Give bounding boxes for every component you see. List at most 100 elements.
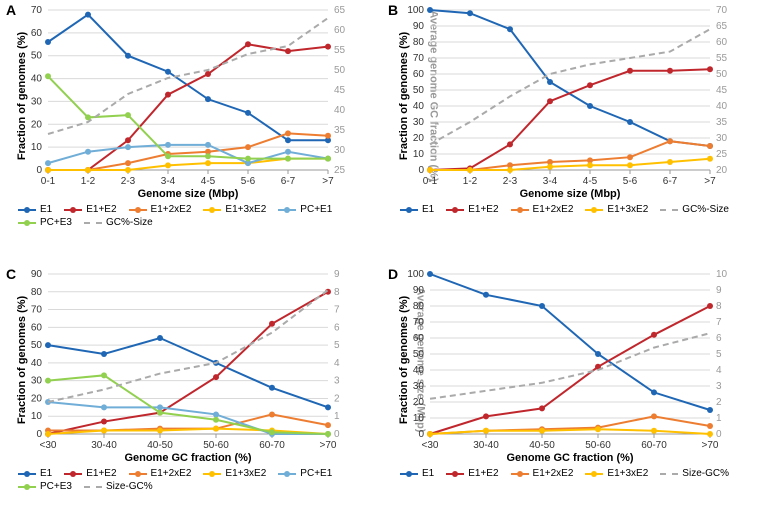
legend-marker: [129, 473, 147, 475]
marker: [165, 162, 171, 168]
svg-text:20: 20: [31, 393, 43, 404]
svg-text:80: 80: [413, 301, 425, 312]
svg-text:0: 0: [418, 429, 424, 440]
panel-label: A: [6, 2, 16, 18]
legend-marker: [446, 473, 464, 475]
legend-label: PC+E1: [300, 204, 332, 215]
marker: [587, 82, 593, 88]
legend-item: E1: [400, 468, 434, 479]
y-left-label: Fraction of genomes (%): [16, 32, 28, 160]
marker: [587, 103, 593, 109]
marker: [125, 160, 131, 166]
svg-text:0: 0: [716, 429, 722, 440]
x-axis-label: Genome size (Mbp): [430, 188, 710, 200]
marker: [547, 98, 553, 104]
legend-item: E1+2xE2: [511, 204, 574, 215]
marker: [285, 149, 291, 155]
svg-text:9: 9: [716, 285, 722, 296]
marker: [325, 404, 331, 410]
svg-text:1: 1: [716, 413, 722, 424]
marker: [325, 156, 331, 162]
svg-text:40-50: 40-50: [147, 440, 173, 451]
svg-text:30-40: 30-40: [473, 440, 499, 451]
svg-text:40: 40: [334, 105, 346, 116]
marker: [165, 142, 171, 148]
legend-marker: [64, 473, 82, 475]
legend-label: E1+2xE2: [151, 468, 192, 479]
svg-text:60-70: 60-70: [641, 440, 667, 451]
y-left-label: Fraction of genomes (%): [398, 296, 410, 424]
marker: [245, 110, 251, 116]
svg-text:65: 65: [716, 21, 728, 32]
marker: [325, 422, 331, 428]
x-axis-label: Genome size (Mbp): [48, 188, 328, 200]
svg-text:55: 55: [716, 53, 728, 64]
marker: [539, 405, 545, 411]
marker: [245, 144, 251, 150]
svg-text:60: 60: [413, 333, 425, 344]
svg-text:80: 80: [413, 37, 425, 48]
svg-text:70: 70: [413, 317, 425, 328]
svg-text:0: 0: [36, 165, 42, 176]
marker: [467, 167, 473, 173]
marker: [627, 68, 633, 74]
svg-text:10: 10: [413, 413, 425, 424]
svg-text:30: 30: [413, 381, 425, 392]
marker: [125, 137, 131, 143]
svg-text:2-3: 2-3: [503, 176, 518, 187]
marker: [627, 119, 633, 125]
svg-text:6-7: 6-7: [663, 176, 678, 187]
secondary-series: [48, 290, 328, 402]
svg-text:60: 60: [716, 37, 728, 48]
marker: [667, 138, 673, 144]
legend-label: E1+2xE2: [533, 468, 574, 479]
svg-text:10: 10: [31, 142, 43, 153]
svg-text:>7: >7: [322, 176, 334, 187]
marker: [651, 428, 657, 434]
marker: [595, 351, 601, 357]
svg-text:>7: >7: [704, 176, 716, 187]
legend-item: PC+E1: [278, 204, 332, 215]
marker: [467, 10, 473, 16]
legend-item: E1: [18, 204, 52, 215]
svg-text:<30: <30: [40, 440, 57, 451]
svg-text:0: 0: [36, 429, 42, 440]
legend-marker: [400, 209, 418, 211]
legend-marker: [278, 473, 296, 475]
legend-item: E1+2xE2: [511, 468, 574, 479]
svg-text:50: 50: [31, 51, 43, 62]
marker: [507, 167, 513, 173]
marker: [45, 378, 51, 384]
marker: [45, 73, 51, 79]
legend-marker: [585, 473, 603, 475]
svg-text:6: 6: [334, 322, 340, 333]
legend-item: Size-GC%: [660, 468, 729, 479]
svg-text:60: 60: [334, 25, 346, 36]
svg-text:2: 2: [334, 393, 340, 404]
svg-text:5: 5: [716, 349, 722, 360]
secondary-series: [430, 333, 710, 399]
svg-text:20: 20: [413, 397, 425, 408]
marker: [45, 39, 51, 45]
legend-item: E1+E2: [64, 204, 116, 215]
legend-item: GC%-Size: [660, 204, 729, 215]
svg-text:35: 35: [334, 125, 346, 136]
svg-text:<30: <30: [422, 440, 439, 451]
series-E1+3xE2: [430, 429, 710, 434]
marker: [101, 404, 107, 410]
marker: [707, 66, 713, 72]
marker: [595, 426, 601, 432]
legend-marker: [203, 209, 221, 211]
marker: [547, 164, 553, 170]
legend-label: E1+E2: [86, 468, 116, 479]
x-axis-label: Genome GC fraction (%): [48, 452, 328, 464]
svg-text:20: 20: [31, 119, 43, 130]
svg-text:3-4: 3-4: [543, 176, 558, 187]
legend-label: E1+E2: [86, 204, 116, 215]
svg-text:1: 1: [334, 411, 340, 422]
marker: [651, 332, 657, 338]
svg-text:5-6: 5-6: [623, 176, 638, 187]
legend-marker: [18, 209, 36, 211]
marker: [245, 41, 251, 47]
marker: [101, 427, 107, 433]
